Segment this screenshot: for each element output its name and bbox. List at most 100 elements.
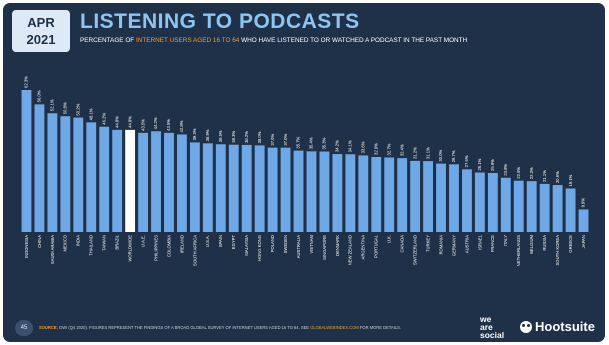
bar-russia bbox=[539, 183, 550, 232]
bar-australia bbox=[293, 150, 304, 232]
bar-vietnam bbox=[306, 151, 317, 232]
category-label: JAPAN bbox=[581, 235, 586, 248]
value-label: 31.2% bbox=[412, 147, 417, 159]
bar-portugal bbox=[371, 157, 382, 232]
category-label: SINGAPORE bbox=[322, 235, 327, 260]
category-label: CANADA bbox=[400, 235, 405, 253]
category-label: ISRAEL bbox=[477, 234, 482, 250]
category-label: WORLDWIDE bbox=[128, 235, 133, 262]
category-label: GERMANY bbox=[451, 235, 456, 256]
value-label: 48.1% bbox=[88, 108, 93, 120]
category-label: COLOMBIA bbox=[166, 235, 171, 257]
value-label: 44.2% bbox=[153, 117, 158, 129]
page-number: 45 bbox=[15, 320, 33, 336]
category-label: HONG KONG bbox=[257, 235, 262, 261]
bar-germany bbox=[449, 164, 459, 232]
source-label: SOURCE: bbox=[39, 325, 58, 330]
category-label: FRANCE bbox=[490, 235, 495, 252]
chart-title: LISTENING TO PODCASTS bbox=[80, 10, 360, 33]
bar-italy bbox=[500, 177, 511, 232]
value-label: 35.4% bbox=[309, 137, 314, 149]
value-label: 23.8% bbox=[503, 164, 508, 176]
category-label: MALAYSIA bbox=[244, 235, 249, 256]
value-label: 31.1% bbox=[425, 147, 430, 159]
value-label: 34.1% bbox=[348, 140, 353, 152]
bar-philippines bbox=[151, 131, 161, 232]
bar-japan bbox=[578, 209, 589, 232]
value-label: 19.1% bbox=[568, 174, 573, 186]
value-label: 29.7% bbox=[451, 150, 456, 162]
category-label: BRAZIL bbox=[115, 234, 120, 249]
value-label: 42.8% bbox=[179, 120, 184, 132]
bar-france bbox=[487, 172, 498, 232]
bar-u-k- bbox=[384, 157, 395, 232]
bar-saudi-arabia bbox=[47, 113, 58, 232]
bar-u-s-a- bbox=[202, 143, 213, 232]
category-label: BELGIUM bbox=[529, 234, 534, 253]
bar-greece bbox=[565, 188, 576, 232]
value-label: 52.1% bbox=[50, 99, 55, 111]
bar-indonesia bbox=[21, 90, 32, 232]
hootsuite-wordmark: Hootsuite bbox=[535, 319, 595, 334]
value-label: 20.6% bbox=[555, 171, 560, 183]
value-label: 32.9% bbox=[373, 143, 378, 155]
value-label: 62.3% bbox=[24, 76, 29, 88]
value-label: 34.2% bbox=[335, 140, 340, 152]
value-label: 30.0% bbox=[438, 149, 443, 161]
value-label: 21.1% bbox=[542, 170, 547, 182]
category-label: POLAND bbox=[270, 235, 275, 252]
category-label: THAILAND bbox=[89, 235, 94, 256]
source-link[interactable]: GLOBALWEBINDEX.COM bbox=[310, 325, 359, 330]
value-label: 44.8% bbox=[114, 116, 119, 128]
source-note: SOURCE: GWI (Q4 2020). FIGURES REPRESENT… bbox=[39, 325, 401, 330]
category-label: TAIWAN bbox=[102, 235, 107, 251]
category-label: INDONESIA bbox=[24, 235, 29, 258]
category-label: PHILIPPINES bbox=[153, 235, 158, 261]
value-label: 39.3% bbox=[192, 128, 197, 140]
value-label: 35.3% bbox=[322, 137, 327, 149]
bar-u-a-e- bbox=[138, 132, 148, 232]
bar-south-korea bbox=[552, 185, 563, 232]
category-label: NETHERLANDS bbox=[516, 235, 521, 266]
value-label: 32.7% bbox=[386, 143, 391, 155]
value-label: 38.3% bbox=[231, 131, 236, 143]
value-label: 22.5% bbox=[516, 167, 521, 179]
bar-netherlands bbox=[513, 180, 524, 232]
bar-austria bbox=[462, 169, 472, 232]
subtitle-prefix: PERCENTAGE OF bbox=[80, 37, 136, 44]
value-label: 50.2% bbox=[76, 103, 81, 115]
category-label: AUSTRIA bbox=[464, 235, 469, 253]
category-label: GREECE bbox=[568, 235, 573, 253]
value-label: 43.5% bbox=[166, 119, 171, 131]
bar-poland bbox=[267, 147, 278, 232]
value-label: 25.9% bbox=[490, 159, 495, 171]
date-badge: APR 2021 bbox=[12, 10, 70, 52]
category-label: U.A.E. bbox=[140, 235, 145, 247]
source-text: GWI (Q4 2020). FIGURES REPRESENT THE FIN… bbox=[57, 325, 311, 330]
value-label: 56.0% bbox=[37, 90, 42, 102]
value-label: 38.5% bbox=[218, 130, 223, 142]
category-label: NEW ZEALAND bbox=[348, 235, 353, 265]
category-label: ROMANIA bbox=[438, 235, 443, 255]
bar-china bbox=[34, 104, 45, 232]
category-label: EGYPT bbox=[231, 235, 236, 250]
category-label: VIETNAM bbox=[309, 235, 314, 254]
bar-mexico bbox=[60, 116, 71, 232]
bar-switzerland bbox=[410, 160, 421, 232]
chart-subtitle: PERCENTAGE OF INTERNET USERS AGED 16 TO … bbox=[80, 37, 467, 44]
bar-brazil bbox=[112, 129, 123, 232]
category-label: PORTUGAL bbox=[374, 234, 379, 258]
category-label: SOUTH AFRICA bbox=[192, 235, 197, 266]
category-label: TURKEY bbox=[425, 235, 430, 252]
bar-thailand bbox=[86, 122, 97, 232]
value-label: 50.8% bbox=[63, 102, 68, 114]
value-label: 43.5% bbox=[140, 119, 145, 131]
bar-belgium bbox=[526, 181, 537, 232]
bar-hong-kong bbox=[254, 145, 265, 232]
logo-line-we: we bbox=[480, 314, 492, 324]
bar-singapore bbox=[319, 151, 330, 232]
bar-denmark bbox=[332, 154, 343, 232]
category-label: SWITZERLAND bbox=[413, 235, 418, 265]
bar-new-zealand bbox=[345, 154, 356, 232]
bar-egypt bbox=[228, 144, 239, 232]
